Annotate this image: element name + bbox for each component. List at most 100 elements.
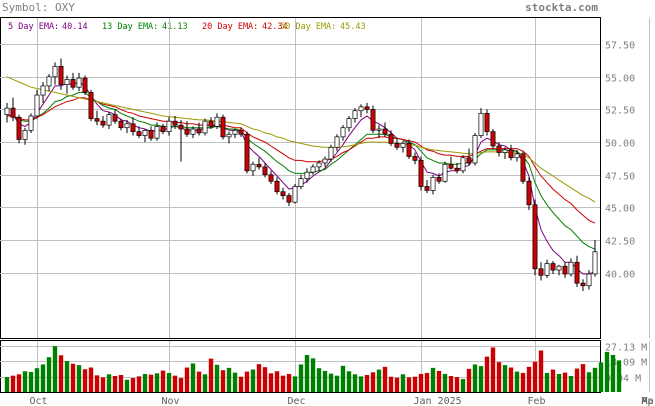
date-tick-label: Oct (30, 396, 48, 406)
volume-bar (22, 371, 28, 392)
price-tick-label: 55.00 (605, 74, 635, 85)
volume-bar (352, 374, 358, 392)
volume-bar (256, 364, 262, 392)
ema-legend: 5 Day EMA: 40.14 13 Day EMA: 41.13 20 Da… (8, 22, 366, 32)
volume-bar (340, 365, 346, 392)
volume-bar (556, 373, 562, 392)
volume-bar (322, 370, 328, 392)
candle-body (436, 176, 442, 182)
candle-body (496, 145, 502, 153)
candle-body (70, 79, 76, 88)
volume-bar (502, 365, 508, 392)
volume-bar (442, 373, 448, 392)
candle-body (94, 118, 100, 122)
candle-body (220, 116, 226, 138)
candle-body (166, 120, 172, 132)
volume-bar (34, 368, 40, 392)
volume-bar (220, 370, 226, 392)
candle-body (184, 128, 190, 135)
volume-bar (202, 374, 208, 392)
candle-body (316, 162, 322, 168)
candle-body (46, 76, 52, 87)
volume-bar (472, 364, 478, 392)
volume-bar (604, 351, 610, 392)
candle-body (250, 163, 256, 172)
legend-ema13-value: 41.13 (162, 22, 188, 32)
volume-bar (112, 376, 118, 392)
candle-body (490, 131, 496, 147)
volume-bar (544, 372, 550, 392)
volume-bar (28, 371, 34, 392)
brand-label: stockta.com (525, 1, 598, 14)
volume-bar (598, 362, 604, 392)
volume-bar (88, 367, 94, 392)
candle-body (460, 157, 466, 172)
volume-bar (346, 371, 352, 392)
volume-bar (460, 379, 466, 392)
legend-ema50-label: 50 Day EMA: (280, 22, 336, 32)
candle-body (178, 124, 184, 130)
candle-body (328, 146, 334, 160)
candle-body (40, 85, 46, 96)
candle-body (502, 149, 508, 153)
volume-bar (214, 364, 220, 392)
volume-bar (184, 367, 190, 392)
candle-body (412, 156, 418, 161)
volume-bar (292, 376, 298, 392)
volume-bar (304, 354, 310, 392)
price-tick-label: 45.00 (605, 204, 635, 215)
candle-body (424, 186, 430, 191)
volume-bar (268, 373, 274, 392)
candle-body (352, 110, 358, 119)
candle-body (484, 112, 490, 132)
volume-bar (196, 371, 202, 392)
price-axis: 57.50 55.00 52.50 50.00 47.50 45.00 42.50 40.00 (605, 41, 635, 281)
volume-bar (496, 362, 502, 392)
candle-body (34, 94, 40, 117)
candle-body (172, 120, 178, 126)
volume-bar (52, 346, 58, 392)
volume-bar (514, 371, 520, 392)
candle-body (388, 133, 394, 144)
candle-body (454, 167, 460, 172)
volume-bar (406, 377, 412, 392)
volume-bar (16, 374, 22, 392)
candle-body (472, 135, 478, 164)
volume-bar (334, 375, 340, 392)
legend-ema50-value: 45.43 (340, 22, 366, 32)
volume-bar (58, 355, 64, 392)
candle-body (550, 263, 556, 271)
volume-bar (490, 347, 496, 392)
volume-bar (328, 373, 334, 392)
candle-body (580, 282, 586, 287)
volume-bar (160, 370, 166, 392)
volume-bars (4, 346, 622, 392)
candle-body (274, 180, 280, 193)
candle-body (238, 129, 244, 135)
volume-bar (148, 374, 154, 392)
volume-bar (358, 376, 364, 392)
volume-bar (550, 369, 556, 392)
candlesticks (4, 58, 598, 291)
candle-body (304, 171, 310, 180)
candle-body (196, 128, 202, 134)
candle-body (514, 153, 520, 159)
volume-bar (616, 360, 622, 392)
candle-body (106, 114, 112, 126)
volume-bar (430, 367, 436, 392)
candle-body (310, 166, 316, 173)
candle-body (364, 106, 370, 110)
volume-bar (274, 371, 280, 392)
candle-body (4, 107, 10, 116)
date-tick-label: Jan 2025 (414, 396, 462, 406)
candle-body (88, 92, 94, 119)
candle-body (298, 178, 304, 187)
candle-body (154, 126, 160, 139)
volume-bar (400, 374, 406, 392)
candle-body (262, 166, 268, 176)
candle-body (208, 120, 214, 127)
volume-bar (454, 377, 460, 392)
volume-bar (226, 367, 232, 392)
volume-axis: 27.13 M 18.09 M 9.04 M (605, 343, 647, 385)
